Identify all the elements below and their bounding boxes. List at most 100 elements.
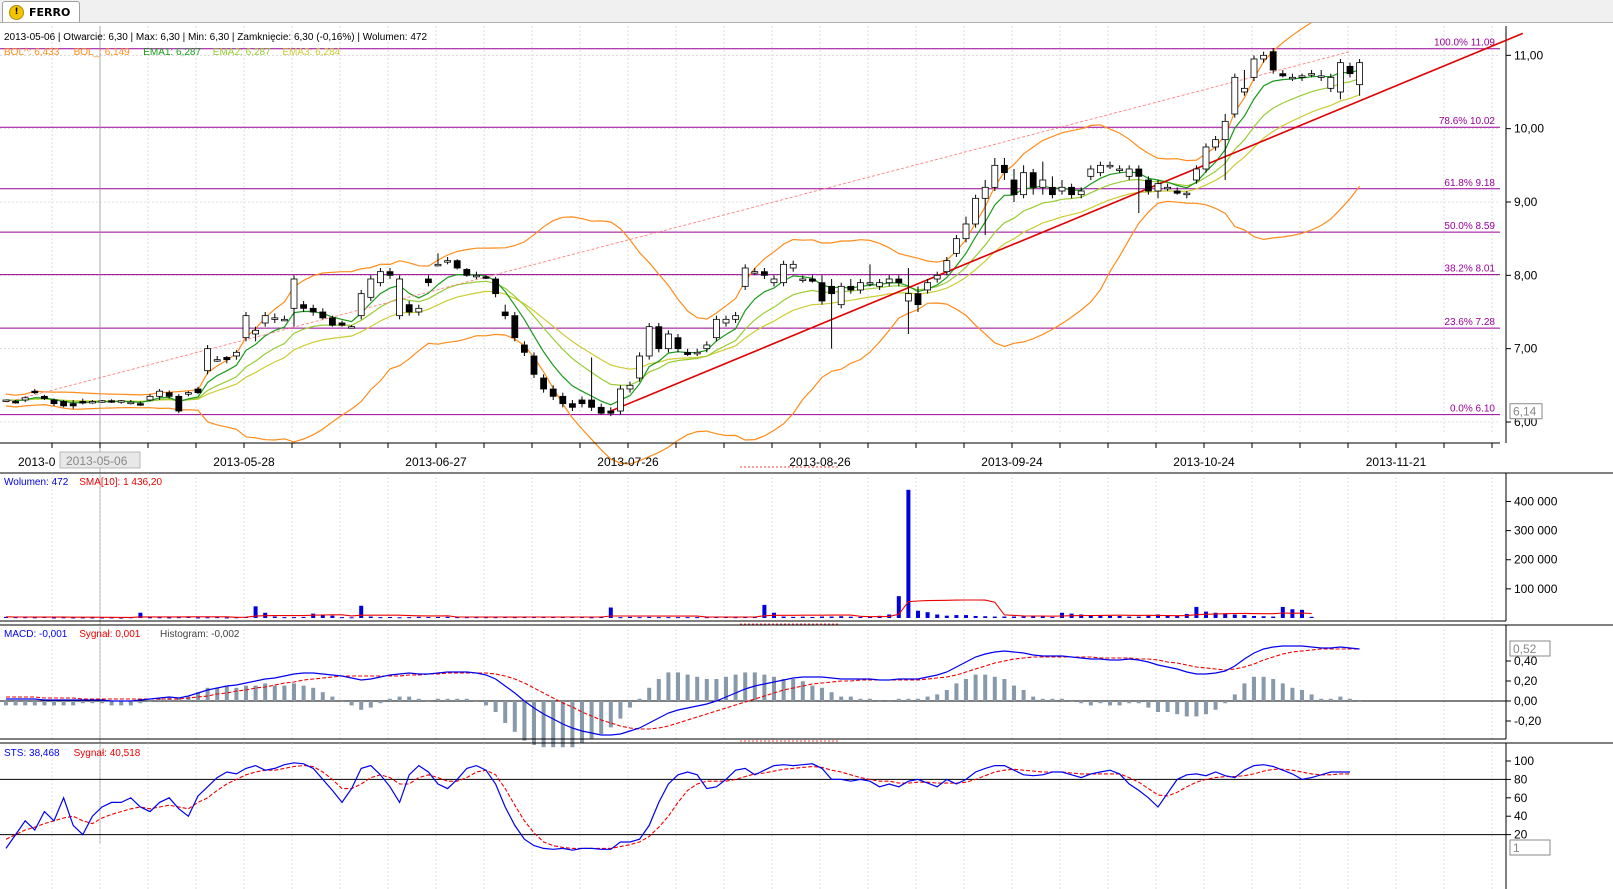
volume-tick-label: 100 000 — [1514, 582, 1558, 596]
tab-ferro[interactable]: ! FERRO — [2, 1, 80, 22]
candle-body — [655, 326, 663, 350]
volume-bar — [935, 614, 940, 618]
legend-item: BOL^: 6,433 — [4, 47, 60, 58]
fib-level-label: 38.2% 8.01 — [1444, 264, 1495, 275]
legend-item: BOL_: 6,149 — [74, 47, 131, 58]
candle-body — [799, 278, 807, 281]
volume-bar — [954, 615, 959, 618]
volume-bar — [1223, 613, 1228, 618]
sts-signal-line — [5, 765, 1350, 849]
macd-histogram-bar — [724, 676, 728, 701]
volume-bar — [80, 617, 85, 619]
macd-histogram-bar — [666, 672, 671, 701]
macd-tick-label: 0,40 — [1514, 654, 1538, 668]
candle-body — [98, 400, 106, 403]
macd-signal-line — [6, 648, 1360, 730]
volume-bar — [1060, 612, 1064, 618]
macd-histogram-bar — [1069, 701, 1074, 702]
candle-body — [69, 403, 77, 407]
candle-body — [1212, 139, 1219, 148]
volume-bar — [196, 617, 200, 619]
macd-histogram-bar — [1204, 701, 1208, 715]
support-trendline[interactable] — [610, 32, 1524, 412]
candle-body — [722, 318, 730, 324]
candle-body — [2, 399, 10, 402]
candle-body — [1068, 186, 1075, 196]
x-tick-label: 2013-05-28 — [213, 455, 275, 469]
candle-body — [780, 263, 787, 284]
macd-histogram-bar — [378, 701, 383, 704]
candle-body — [223, 357, 231, 361]
candle-body — [1317, 75, 1325, 78]
volume-bar — [647, 616, 652, 618]
macd-histogram-bar — [1223, 701, 1228, 704]
ema2-line — [5, 78, 1360, 403]
macd-histogram-bar — [800, 681, 805, 701]
macd-histogram-bar — [570, 701, 575, 748]
candle-body — [319, 311, 327, 319]
macd-histogram-bar — [1117, 701, 1122, 706]
candle-body — [396, 278, 404, 317]
volume-bar — [637, 617, 642, 619]
macd-histogram-bar — [90, 701, 95, 704]
x-tick-label: 2013-11-21 — [1366, 455, 1427, 469]
macd-histogram-bar — [1184, 701, 1189, 717]
candle-body — [1087, 168, 1095, 177]
candle-body — [511, 315, 519, 339]
volume-bar — [589, 617, 594, 619]
macd-histogram-bar — [704, 679, 709, 701]
macd-histogram-bar — [772, 676, 776, 701]
volume-bar — [676, 617, 680, 619]
volume-bar — [800, 616, 805, 618]
macd-histogram-bar — [1012, 685, 1016, 701]
macd-histogram-bar — [1050, 698, 1055, 701]
macd-histogram-bar — [4, 701, 8, 706]
macd-histogram-bar — [551, 701, 556, 748]
volume-bar — [906, 489, 911, 618]
candle-body — [588, 399, 595, 408]
volume-bar — [282, 617, 287, 619]
volume-bar — [148, 617, 152, 619]
volume-bar — [791, 616, 796, 618]
macd-histogram-bar — [916, 698, 920, 701]
volume-grid — [51, 473, 1493, 621]
candle-body — [127, 401, 135, 405]
candle-body — [290, 278, 298, 309]
candle-body — [1193, 168, 1200, 181]
candle-body — [607, 410, 615, 414]
macd-last-label: 0,52 — [1513, 642, 1537, 656]
macd-histogram — [4, 672, 1362, 748]
volume-bar — [1012, 616, 1016, 618]
macd-histogram-bar — [128, 701, 133, 706]
candle-body — [501, 311, 509, 317]
volume-bar — [388, 616, 392, 618]
macd-histogram-bar — [1319, 698, 1324, 701]
volume-bar — [301, 616, 306, 618]
macd-histogram-bar — [32, 701, 37, 706]
volume-bar — [781, 616, 786, 618]
candle-body — [924, 282, 931, 291]
macd-histogram-bar — [397, 696, 402, 701]
macd-histogram-bar — [330, 696, 335, 701]
candle-body — [194, 388, 202, 394]
fib-level-label: 61.8% 9.18 — [1444, 178, 1495, 189]
candle-body — [376, 271, 384, 284]
candle-body — [1221, 120, 1229, 141]
macd-histogram-bar — [714, 679, 719, 701]
candle-body — [837, 285, 845, 306]
candle-body — [1020, 172, 1027, 196]
candle-body — [732, 315, 739, 320]
volume-bar — [167, 617, 172, 619]
candle-body — [933, 274, 941, 280]
resistance-trendline[interactable] — [5, 51, 1351, 403]
candle-body — [136, 403, 144, 406]
macd-histogram-bar — [407, 696, 412, 701]
macd-histogram-bar — [954, 683, 959, 701]
candle-body — [828, 285, 835, 295]
fib-level-label: 78.6% 10.02 — [1439, 116, 1496, 127]
legend-item: Wolumen: 472 — [4, 477, 69, 488]
candle-body — [847, 285, 855, 291]
macd-histogram-bar — [858, 698, 863, 701]
candle-body — [751, 271, 759, 274]
